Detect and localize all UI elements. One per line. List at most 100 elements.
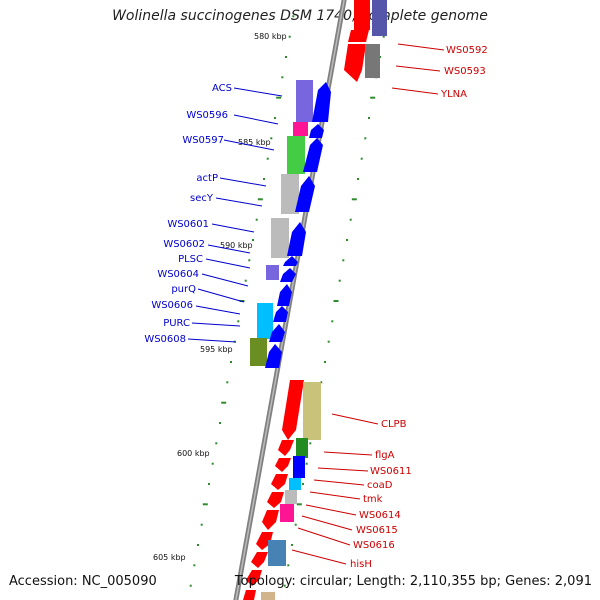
gene-fwd-1[interactable]	[282, 380, 304, 440]
label-ws0593: WS0593	[444, 66, 486, 77]
gene-flga[interactable]	[296, 438, 308, 458]
gene-rev-7[interactable]	[280, 268, 296, 282]
gene-fwd-5[interactable]	[267, 492, 284, 508]
map-title: Wolinella succinogenes DSM 1740, complet…	[112, 8, 488, 24]
scale-labels: 580 kbp 585 kbp 590 kbp 595 kbp 600 kbp …	[153, 32, 287, 562]
gene-rev-9[interactable]	[273, 306, 288, 322]
tick-outer-19	[320, 381, 323, 384]
label-flga: flgA	[375, 450, 395, 461]
gene-bottom[interactable]	[261, 592, 275, 600]
tick-inner-7	[270, 137, 273, 140]
tick-inner-4	[281, 76, 284, 79]
scale-label-595: 595 kbp	[200, 345, 233, 354]
gene-ws0608[interactable]	[250, 338, 267, 366]
gene-acs[interactable]	[296, 80, 313, 122]
tick-inner-11	[255, 218, 258, 221]
gene-actp[interactable]	[281, 174, 299, 214]
tick-inner-1	[292, 15, 295, 18]
gene-rev-10[interactable]	[269, 324, 285, 342]
tick-inner-29	[189, 584, 192, 587]
forward-genes-bottom	[243, 380, 304, 600]
tick-inner-22	[215, 442, 218, 445]
gene-rev-6[interactable]	[283, 256, 298, 266]
label-ws0592: WS0592	[446, 45, 488, 56]
label-purq: purQ	[171, 284, 196, 295]
label-ws0602: WS0602	[163, 239, 205, 250]
gene-ws0614[interactable]	[280, 504, 294, 522]
gene-fwd-9[interactable]	[246, 570, 262, 586]
tick-inner-27	[197, 544, 199, 546]
gene-fwd-7[interactable]	[256, 532, 273, 550]
label-ws0596: WS0596	[186, 110, 228, 121]
gene-fwd-4[interactable]	[271, 474, 288, 490]
label-ylna: YLNA	[440, 89, 467, 100]
tick-inner-14	[244, 279, 247, 282]
label-ws0616: WS0616	[353, 540, 395, 551]
right-label-lines	[291, 43, 445, 565]
gene-ws0611[interactable]	[293, 456, 305, 478]
left-colored-genes	[250, 80, 313, 366]
gene-rev-8[interactable]	[277, 284, 292, 306]
label-ws0608: WS0608	[144, 334, 186, 345]
gene-tmk[interactable]	[285, 490, 297, 504]
tick-inner-2	[288, 35, 291, 38]
gene-fwd-6[interactable]	[262, 510, 279, 530]
label-coad: coaD	[367, 480, 393, 491]
tick-inner-19	[226, 381, 229, 384]
tick-outer-1	[386, 15, 389, 18]
tick-outer-23	[305, 462, 308, 465]
tick-outer-29	[283, 584, 286, 587]
tick-outer-17	[327, 340, 330, 343]
tick-inner-13	[248, 259, 251, 262]
gene-purq[interactable]	[257, 303, 273, 339]
tick-inner-21	[219, 422, 221, 424]
gene-hish[interactable]	[268, 540, 286, 566]
tick-outer-18	[324, 361, 326, 363]
gene-rev-1[interactable]	[312, 82, 331, 122]
tick-inner-3	[285, 56, 287, 58]
gene-plsc[interactable]	[266, 265, 279, 280]
gene-secy[interactable]	[271, 218, 289, 258]
gene-fwd-3[interactable]	[275, 458, 291, 472]
tick-inner-28	[193, 564, 196, 567]
scale-label-605: 605 kbp	[153, 553, 186, 562]
label-ws0615: WS0615	[356, 525, 398, 536]
scale-label-585: 585 kbp	[238, 138, 271, 147]
label-tmk: tmk	[363, 494, 383, 505]
tick-inner-16	[237, 320, 240, 323]
gene-fwd-2[interactable]	[278, 440, 294, 456]
gene-rev-4[interactable]	[295, 176, 315, 212]
gene-ws0597[interactable]	[287, 136, 305, 174]
gene-coad[interactable]	[289, 478, 301, 490]
label-ws0614: WS0614	[359, 510, 401, 521]
gene-ws0593-arrow[interactable]	[344, 44, 366, 82]
label-plsc: PLSC	[178, 254, 203, 265]
tick-outer-24	[302, 483, 304, 485]
gene-fwd-8[interactable]	[251, 552, 268, 568]
label-ws0597: WS0597	[182, 135, 224, 146]
gene-ylna[interactable]	[365, 44, 380, 78]
label-clpb: CLPB	[381, 419, 407, 430]
gene-rev-2[interactable]	[309, 124, 324, 138]
tick-outer-26	[294, 523, 297, 526]
gene-ws0592-purple[interactable]	[372, 0, 387, 36]
left-label-lines	[187, 87, 283, 343]
gene-fwd-10[interactable]	[243, 590, 256, 600]
gene-rev-3[interactable]	[303, 138, 323, 172]
gene-ws0592[interactable]	[354, 0, 370, 30]
gene-clpb[interactable]	[303, 382, 321, 440]
scale-label-590: 590 kbp	[220, 241, 253, 250]
gene-ws0596[interactable]	[293, 122, 308, 136]
tick-inner-6	[274, 117, 276, 119]
tick-inner-20	[221, 401, 227, 404]
gene-rev-5[interactable]	[287, 222, 306, 256]
right-gene-labels: WS0592 WS0593 YLNA CLPB flgA WS0611 coaD…	[350, 45, 488, 570]
tick-outer-15	[333, 300, 339, 302]
gene-ws0592b[interactable]	[348, 30, 369, 42]
label-purc: PURC	[163, 318, 190, 329]
tick-outer-9	[357, 178, 359, 180]
label-actp: actP	[196, 173, 218, 184]
right-colored-genes	[261, 382, 321, 600]
gene-rev-11[interactable]	[265, 344, 282, 368]
accession-text: Accession: NC_005090	[9, 574, 157, 589]
